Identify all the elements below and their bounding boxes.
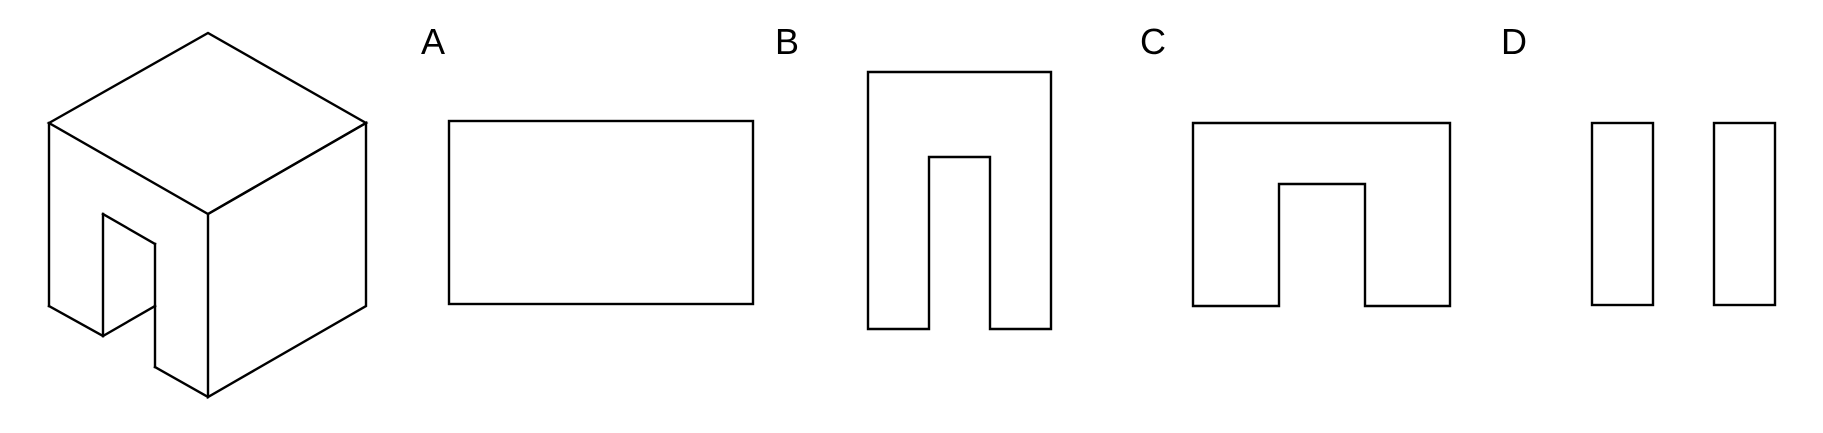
notch-floor-edge	[101, 304, 157, 338]
option-a-shape	[447, 119, 755, 306]
option-a-rectangle	[447, 119, 755, 306]
option-d-shape	[1590, 121, 1777, 307]
solid-right-face	[206, 120, 368, 400]
option-d-label: D	[1501, 21, 1527, 62]
option-b-u-outline	[866, 70, 1053, 331]
isometric-solid	[46, 31, 369, 400]
solid-top-face	[46, 31, 369, 216]
option-c-u-outline	[1191, 121, 1452, 308]
option-b-label: B	[775, 21, 799, 62]
option-d-right-bar	[1712, 121, 1777, 307]
option-d-left-bar	[1590, 121, 1655, 307]
option-a-label: A	[421, 21, 445, 62]
solid-bottom-front-edge	[153, 365, 210, 399]
option-c-shape	[1191, 121, 1452, 308]
solid-bottom-left-edge	[47, 304, 105, 338]
option-c-label: C	[1140, 21, 1166, 62]
notch-top-edge	[101, 212, 157, 246]
option-b-shape	[866, 70, 1053, 331]
